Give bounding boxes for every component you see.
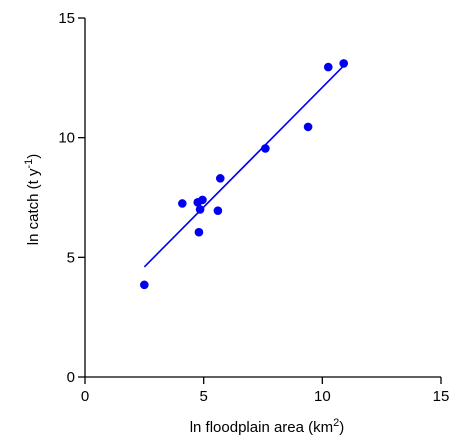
x-tick-label: 0 [81, 388, 89, 405]
data-point [323, 62, 333, 72]
y-tick-label: 15 [58, 10, 75, 27]
x-tick-label: 10 [314, 388, 331, 405]
data-point [339, 59, 348, 68]
data-point [213, 206, 223, 215]
x-tick-label: 5 [199, 388, 207, 405]
y-axis-label: ln catch (t y-1) [23, 154, 42, 245]
x-axis-label: ln floodplain area (km2) [190, 417, 345, 436]
data-point [194, 227, 204, 237]
data-point [178, 199, 187, 208]
y-ticks: 0 5 10 15 [58, 10, 85, 386]
data-point [195, 205, 205, 214]
data-point [140, 280, 149, 290]
data-point [198, 195, 207, 205]
data-point [215, 174, 225, 183]
axes [84, 18, 441, 378]
regression-line [143, 65, 345, 268]
data-point [303, 122, 313, 132]
data-point [261, 144, 270, 153]
data-points [140, 59, 348, 290]
y-tick-label: 10 [58, 130, 75, 147]
y-tick-label: 0 [67, 369, 75, 386]
x-tick-label: 15 [433, 388, 450, 405]
y-tick-label: 5 [67, 249, 75, 266]
x-ticks: 0 5 10 15 [81, 377, 450, 405]
